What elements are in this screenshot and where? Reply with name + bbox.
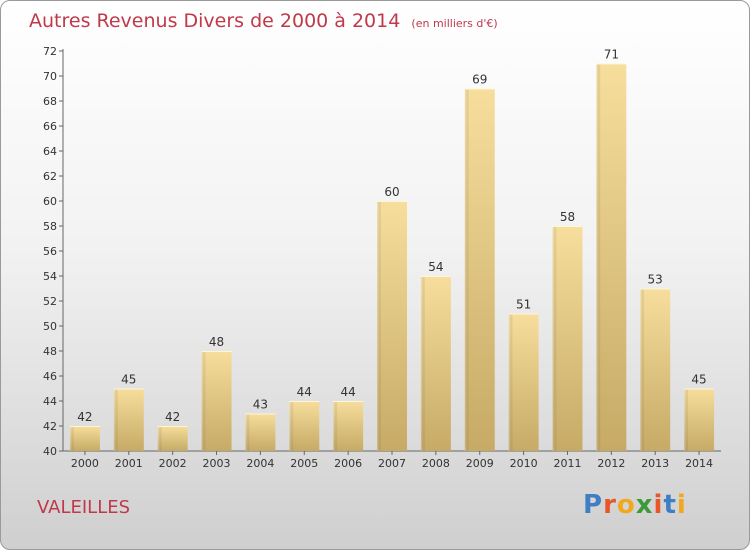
x-tick-label: 2009 (466, 457, 494, 470)
bar-2010 (508, 313, 539, 451)
x-tick-label: 2001 (115, 457, 143, 470)
logo-letter: r (603, 490, 617, 520)
bar-highlight (684, 388, 689, 451)
x-tick-label: 2014 (685, 457, 713, 470)
logo-letter: P (583, 490, 604, 520)
bar-2013 (640, 288, 671, 451)
bar-2006 (333, 401, 364, 451)
y-tick-label: 44 (43, 395, 57, 408)
bar-2008 (420, 276, 451, 451)
bar-2001 (113, 388, 144, 451)
bar-2005 (289, 401, 320, 451)
x-tick-label: 2011 (553, 457, 581, 470)
bar-highlight (157, 426, 162, 451)
bar-2014 (684, 388, 715, 451)
y-tick-label: 46 (43, 370, 57, 383)
x-tick-label: 2004 (246, 457, 274, 470)
y-tick-label: 70 (43, 70, 57, 83)
y-tick-label: 42 (43, 420, 57, 433)
bar-2002 (157, 426, 188, 451)
x-tick-label: 2008 (422, 457, 450, 470)
value-label: 42 (165, 410, 180, 424)
x-tick-label: 2006 (334, 457, 362, 470)
bar-highlight (552, 226, 557, 451)
value-label: 42 (77, 410, 92, 424)
logo-letter: x (635, 490, 654, 520)
x-tick-label: 2003 (203, 457, 231, 470)
value-label: 54 (428, 260, 443, 274)
x-tick-label: 2012 (597, 457, 625, 470)
bar-highlight (640, 288, 645, 451)
value-label: 51 (516, 298, 531, 312)
bar-highlight (245, 413, 250, 451)
bar-2003 (201, 351, 232, 451)
value-label: 48 (209, 335, 224, 349)
logo-letter: t (663, 490, 677, 520)
value-label: 53 (648, 273, 663, 287)
bar-2011 (552, 226, 583, 451)
y-tick-label: 66 (43, 120, 57, 133)
proxiti-logo[interactable]: Proxiti (583, 490, 687, 520)
value-label: 69 (472, 73, 487, 87)
value-label: 44 (297, 385, 312, 399)
value-label: 71 (604, 48, 619, 62)
x-tick-label: 2013 (641, 457, 669, 470)
value-label: 43 (253, 398, 268, 412)
chart-title: Autres Revenus Divers de 2000 à 2014 (29, 10, 401, 32)
y-tick-label: 62 (43, 170, 57, 183)
x-tick-label: 2005 (290, 457, 318, 470)
y-tick-label: 54 (43, 270, 57, 283)
value-label: 45 (121, 373, 136, 387)
y-tick-label: 56 (43, 245, 57, 258)
y-tick-label: 64 (43, 145, 57, 158)
logo-letter: i (653, 490, 664, 520)
bar-2007 (377, 201, 407, 451)
y-tick-label: 60 (43, 195, 57, 208)
bar-highlight (596, 63, 601, 451)
y-tick-label: 40 (43, 445, 57, 458)
x-tick-label: 2002 (159, 457, 187, 470)
bar-2000 (69, 426, 100, 451)
y-tick-label: 52 (43, 295, 57, 308)
bar-highlight (113, 388, 118, 451)
y-tick-label: 68 (43, 95, 57, 108)
x-tick-label: 2000 (71, 457, 99, 470)
bar-highlight (420, 276, 425, 451)
title-line: Autres Revenus Divers de 2000 à 2014 (en… (29, 10, 498, 32)
bar-highlight (377, 201, 381, 451)
y-tick-label: 48 (43, 345, 57, 358)
bar-highlight (201, 351, 206, 451)
logo-letter: o (616, 490, 636, 520)
value-label: 45 (691, 373, 706, 387)
y-tick-label: 50 (43, 320, 57, 333)
bar-highlight (69, 426, 74, 451)
value-label: 44 (340, 385, 355, 399)
x-tick-label: 2007 (378, 457, 406, 470)
bar-highlight (508, 313, 513, 451)
bar-2004 (245, 413, 276, 451)
x-tick-label: 2010 (510, 457, 538, 470)
bar-highlight (289, 401, 294, 451)
bars: 42 45 42 48 43 44 44 60 54 69 51 58 71 53 45 (69, 48, 715, 451)
value-label: 60 (384, 185, 399, 199)
logo-letter: i (676, 490, 687, 520)
y-tick-label: 72 (43, 45, 57, 58)
bar-2009 (464, 88, 495, 451)
value-label: 58 (560, 210, 575, 224)
bar-highlight (333, 401, 338, 451)
location-name: VALEILLES (37, 497, 131, 518)
bar-highlight (464, 88, 469, 451)
bar-2012 (596, 63, 627, 451)
chart-subtitle: (en milliers d'€) (411, 17, 498, 30)
y-tick-label: 58 (43, 220, 57, 233)
